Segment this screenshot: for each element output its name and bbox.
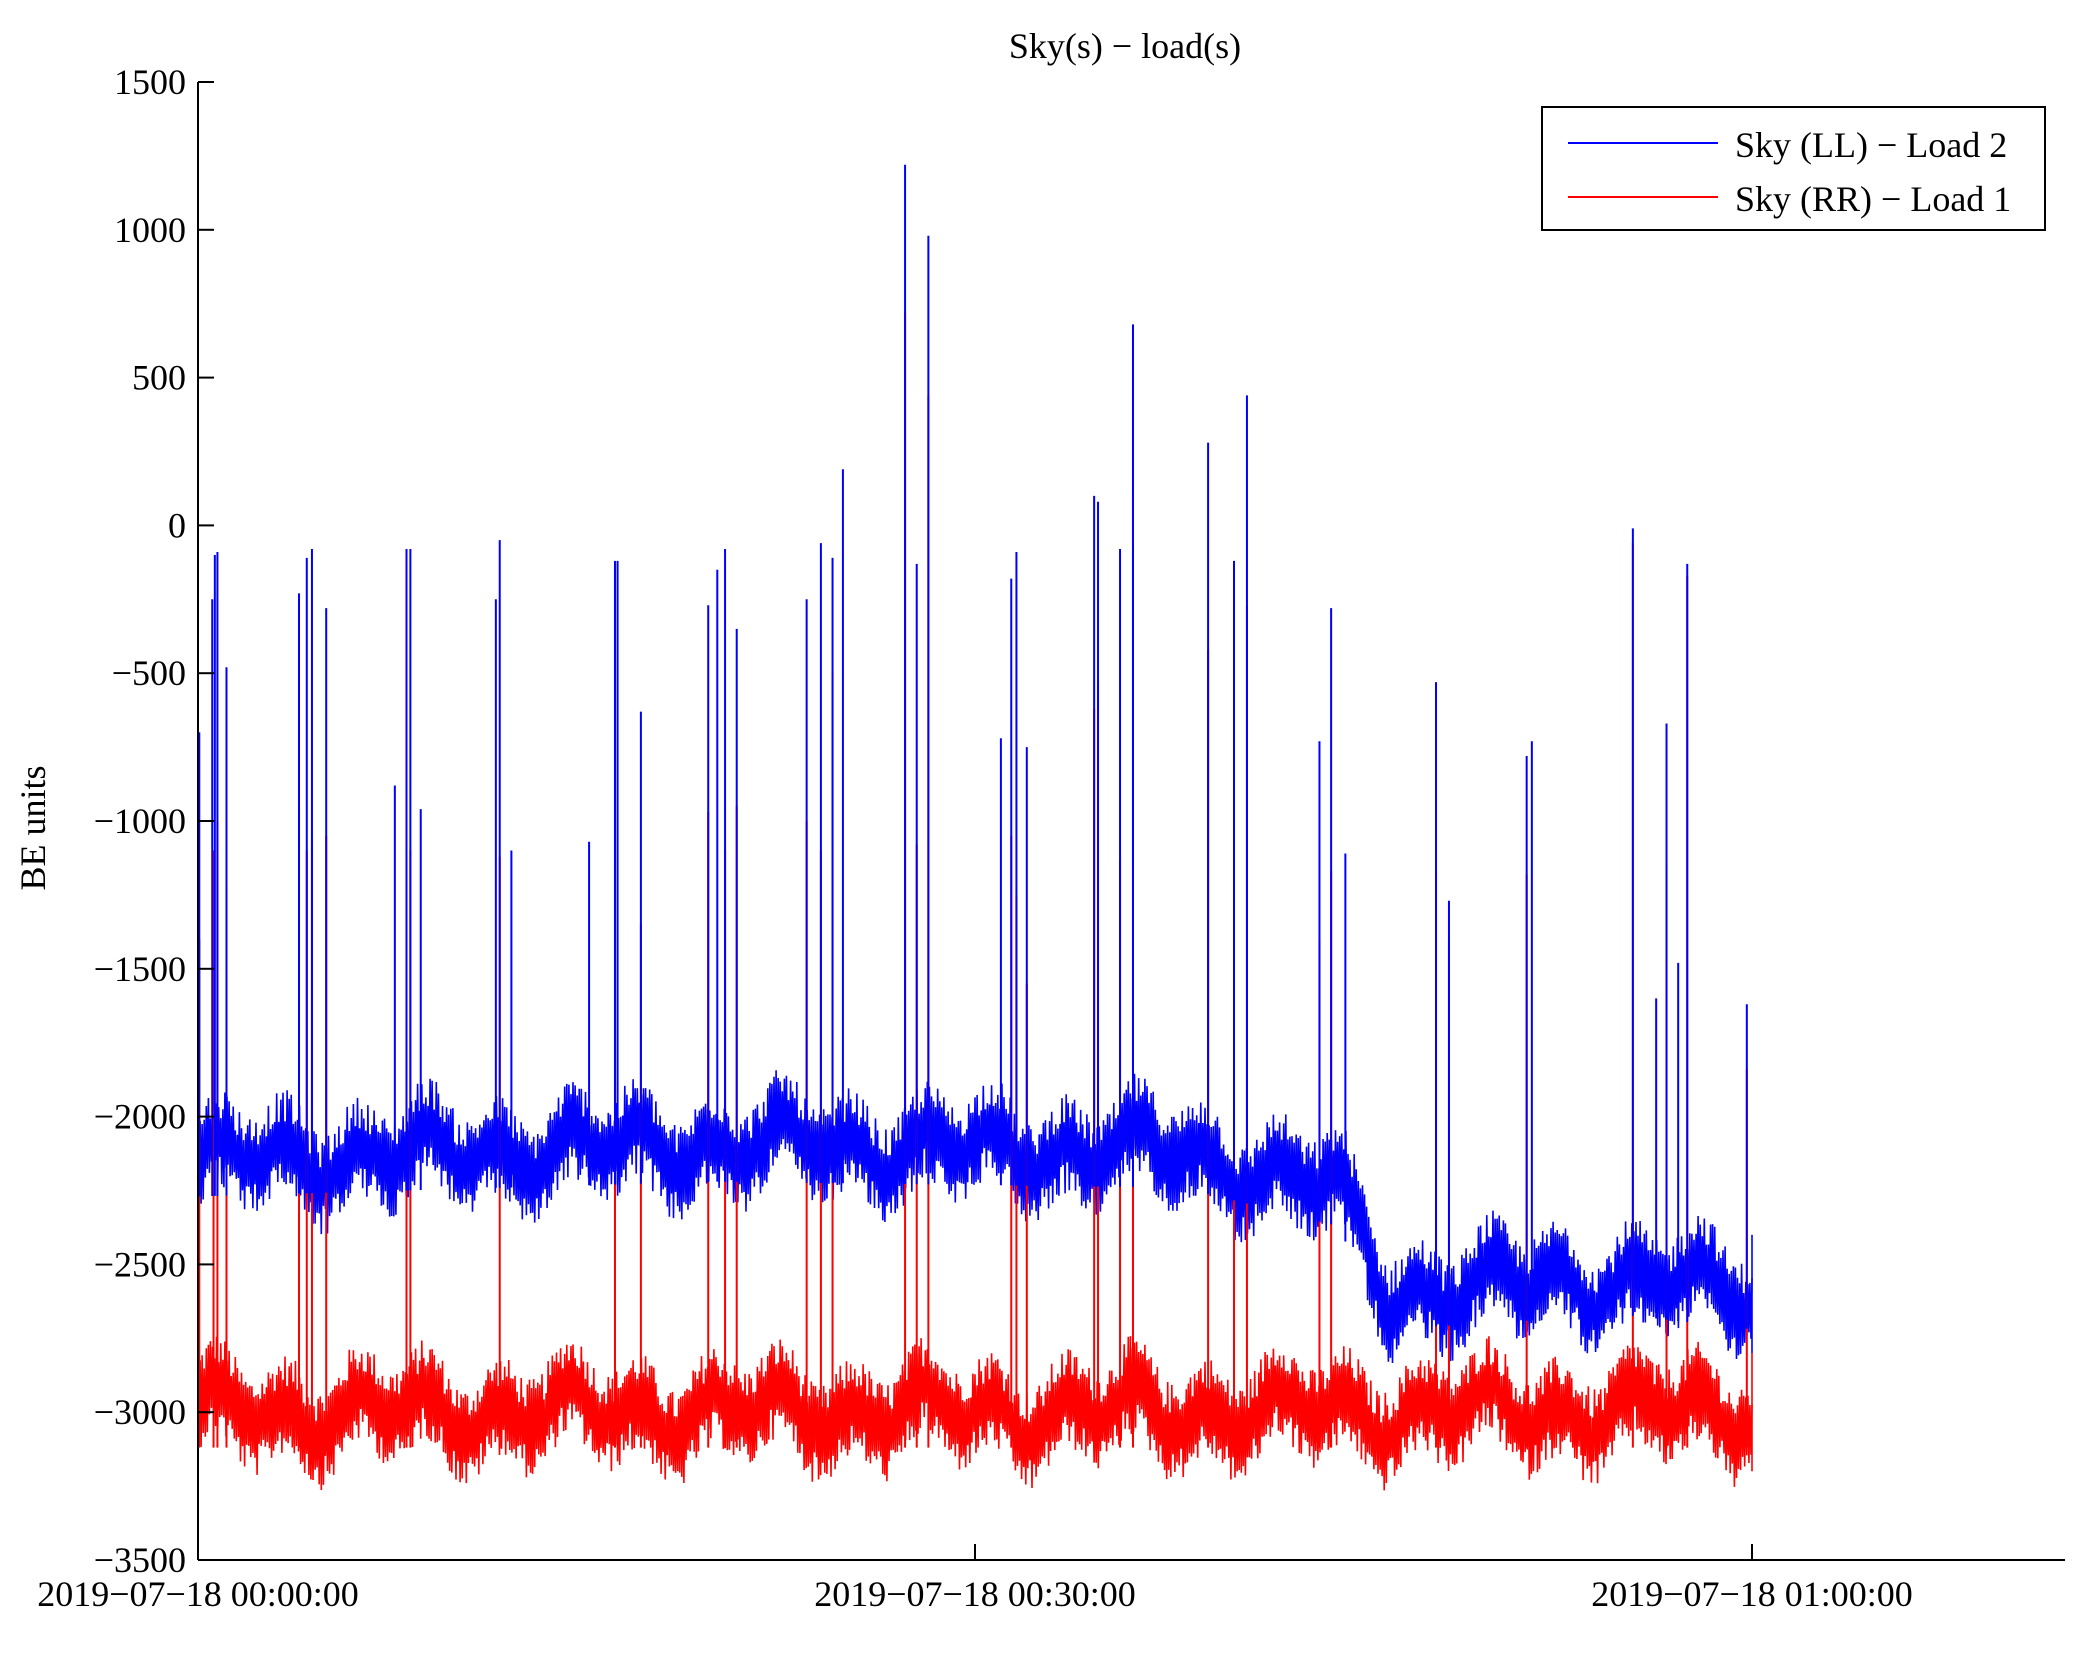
series-ll-spikes [198,164,1748,1329]
y-tick-label: 500 [132,358,186,398]
y-axis-ticks: 1500 1000 500 0 −500 −1000 −1500 −2000 −2500 −300… [94,62,214,1580]
legend-label-ll: Sky (LL) − Load 2 [1735,125,2007,165]
chart-title: Sky(s) − load(s) [1009,26,1241,66]
series-ll-band [197,1070,1753,1364]
legend-box [1541,106,2046,231]
legend-label-rr: Sky (RR) − Load 1 [1735,179,2011,219]
y-tick-label: −1000 [94,801,186,841]
x-axis-ticks: 2019−07−18 00:00:00 2019−07−18 00:30:00 20… [37,1544,1913,1614]
y-tick-label: −2500 [94,1244,186,1284]
y-tick-label: 0 [168,505,186,545]
x-tick-label: 2019−07−18 01:00:00 [1591,1574,1913,1614]
y-tick-label: −3500 [94,1540,186,1580]
y-tick-label: 1500 [114,62,186,102]
y-tick-label: −2000 [94,1097,186,1137]
y-tick-label: −500 [112,653,186,693]
legend: Sky (LL) − Load 2 Sky (RR) − Load 1 [1541,106,2046,231]
y-axis-label: BE units [13,765,53,890]
series-rr-band [197,1336,1753,1491]
series-rr [197,1336,1753,1491]
y-tick-label: −3000 [94,1392,186,1432]
series-ll [197,1070,1753,1364]
y-tick-label: −1500 [94,949,186,989]
x-tick-label: 2019−07−18 00:00:00 [37,1574,359,1614]
y-tick-label: 1000 [114,210,186,250]
plot-area [197,164,1753,1491]
x-tick-label: 2019−07−18 00:30:00 [814,1574,1136,1614]
